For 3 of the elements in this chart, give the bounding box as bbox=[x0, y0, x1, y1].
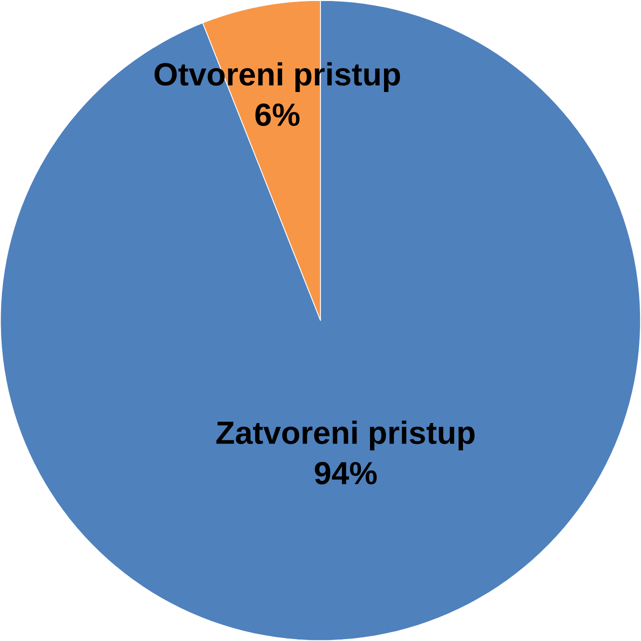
data-label: 94% bbox=[314, 462, 377, 484]
slice-label: Zatvoreni pristup bbox=[216, 420, 475, 450]
data-label: 6% bbox=[255, 103, 300, 126]
